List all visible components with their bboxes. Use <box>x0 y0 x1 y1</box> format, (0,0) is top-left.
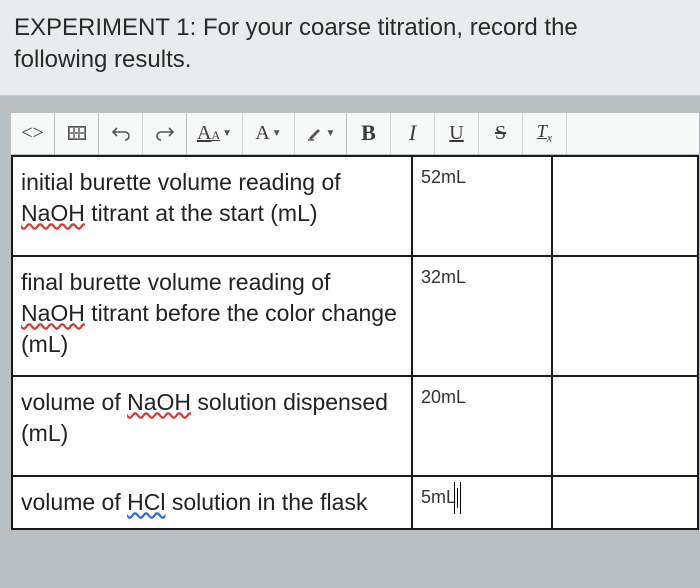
chevron-down-icon: ▼ <box>272 128 282 139</box>
underline-icon: U <box>449 122 463 145</box>
strike-icon: S <box>495 122 506 145</box>
row-value[interactable]: 52mL <box>412 156 552 256</box>
row-label[interactable]: initial burette volume reading of NaOH t… <box>12 156 412 256</box>
clear-format-button[interactable]: Tx <box>523 113 567 154</box>
table-row: volume of HCl solution in the flask 5mL <box>12 476 698 529</box>
italic-icon: I <box>409 120 416 146</box>
rich-text-editor: <> AA ▼ A ▼ ▼ B I <box>0 96 700 531</box>
row-label[interactable]: volume of NaOH solution dispensed (mL) <box>12 376 412 476</box>
highlight-icon <box>306 124 324 142</box>
results-table: initial burette volume reading of NaOH t… <box>11 155 699 530</box>
row-value[interactable]: 5mL <box>412 476 552 529</box>
prompt-line-1: EXPERIMENT 1: For your coarse titration,… <box>14 14 578 41</box>
row-extra[interactable] <box>552 256 698 376</box>
redo-button[interactable] <box>143 113 187 154</box>
code-view-button[interactable]: <> <box>11 113 55 154</box>
row-label[interactable]: final burette volume reading of NaOH tit… <box>12 256 412 376</box>
row-value[interactable]: 32mL <box>412 256 552 376</box>
font-color-icon: A <box>255 122 269 145</box>
strikethrough-button[interactable]: S <box>479 113 523 154</box>
font-color-button[interactable]: A ▼ <box>243 113 295 154</box>
editor-content[interactable]: initial burette volume reading of NaOH t… <box>10 154 700 531</box>
table-icon <box>68 126 86 140</box>
clear-format-icon: Tx <box>537 121 552 146</box>
row-extra[interactable] <box>552 376 698 476</box>
question-prompt: EXPERIMENT 1: For your coarse titration,… <box>0 0 700 96</box>
bold-icon: B <box>361 120 376 146</box>
chevron-down-icon: ▼ <box>326 128 336 139</box>
chem-term: NaOH <box>21 300 85 326</box>
insert-table-button[interactable] <box>55 113 99 154</box>
code-icon: <> <box>21 122 44 145</box>
editor-toolbar: <> AA ▼ A ▼ ▼ B I <box>10 112 700 154</box>
chem-term: NaOH <box>21 200 85 226</box>
row-extra[interactable] <box>552 476 698 529</box>
more-button[interactable] <box>567 113 587 154</box>
italic-button[interactable]: I <box>391 113 435 154</box>
row-label[interactable]: volume of HCl solution in the flask <box>12 476 412 529</box>
undo-icon <box>111 125 131 141</box>
bold-button[interactable]: B <box>347 113 391 154</box>
underline-button[interactable]: U <box>435 113 479 154</box>
redo-icon <box>155 125 175 141</box>
highlight-button[interactable]: ▼ <box>295 113 347 154</box>
undo-button[interactable] <box>99 113 143 154</box>
text-cursor <box>456 487 458 507</box>
font-size-button[interactable]: AA ▼ <box>187 113 243 154</box>
row-extra[interactable] <box>552 156 698 256</box>
row-value[interactable]: 20mL <box>412 376 552 476</box>
table-row: final burette volume reading of NaOH tit… <box>12 256 698 376</box>
chevron-down-icon: ▼ <box>222 128 232 139</box>
table-row: volume of NaOH solution dispensed (mL) 2… <box>12 376 698 476</box>
prompt-line-2: following results. <box>14 46 191 73</box>
font-size-icon: AA <box>197 122 220 145</box>
chem-term: NaOH <box>127 389 191 415</box>
chem-term: HCl <box>127 489 165 515</box>
table-row: initial burette volume reading of NaOH t… <box>12 156 698 256</box>
